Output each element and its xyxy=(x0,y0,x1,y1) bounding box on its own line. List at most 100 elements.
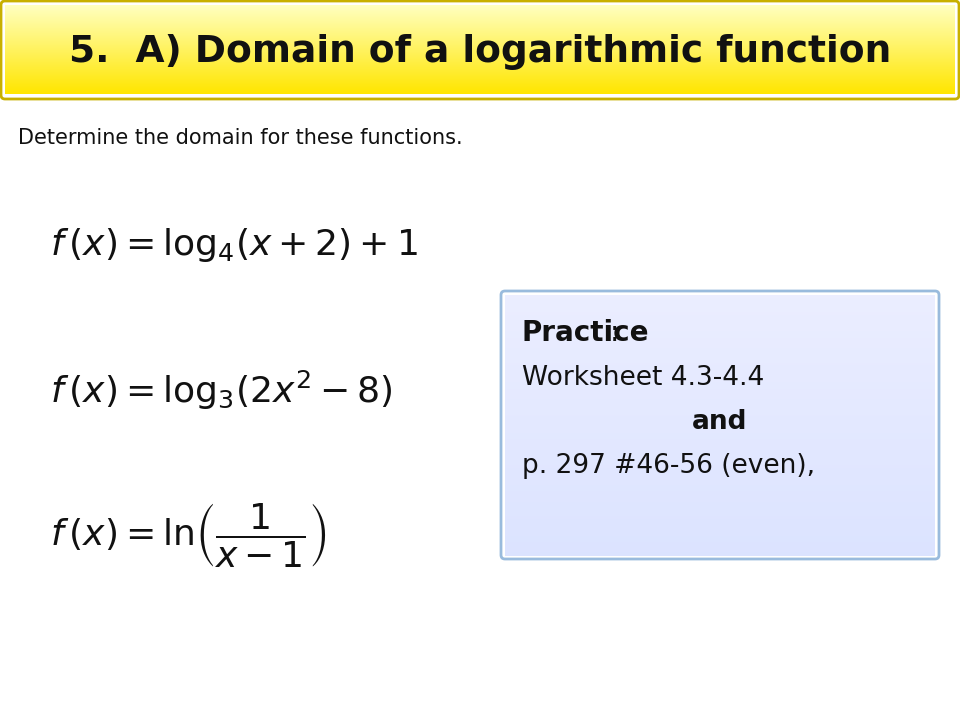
Bar xyxy=(505,333,935,335)
Bar xyxy=(5,67,955,68)
Bar xyxy=(505,361,935,363)
Bar xyxy=(5,42,955,43)
Bar xyxy=(505,459,935,461)
Bar xyxy=(5,19,955,20)
Bar xyxy=(5,71,955,73)
Bar xyxy=(505,364,935,366)
Bar xyxy=(5,82,955,83)
Bar xyxy=(5,24,955,25)
Bar xyxy=(5,70,955,71)
Bar xyxy=(505,313,935,315)
Bar xyxy=(505,374,935,376)
Bar xyxy=(5,49,955,50)
Bar xyxy=(505,397,935,398)
Bar xyxy=(505,552,935,554)
Bar xyxy=(5,7,955,8)
Bar xyxy=(505,437,935,438)
Bar xyxy=(5,64,955,65)
Bar xyxy=(505,308,935,310)
Bar xyxy=(505,331,935,333)
Bar xyxy=(5,14,955,15)
Bar xyxy=(505,415,935,416)
Bar xyxy=(5,21,955,22)
Bar xyxy=(5,41,955,42)
Bar xyxy=(505,341,935,342)
Bar xyxy=(5,58,955,60)
Text: Determine the domain for these functions.: Determine the domain for these functions… xyxy=(18,128,463,148)
Bar xyxy=(5,15,955,16)
Bar xyxy=(5,42,955,43)
Bar xyxy=(5,29,955,30)
Bar xyxy=(505,476,935,477)
Bar xyxy=(5,16,955,17)
Bar xyxy=(5,56,955,57)
Bar xyxy=(5,90,955,91)
Bar xyxy=(5,14,955,15)
Text: $\mathit{f}\,(x) = \log_{4}\!\left(x + 2\right)+1$: $\mathit{f}\,(x) = \log_{4}\!\left(x + 2… xyxy=(50,226,418,264)
Bar xyxy=(5,75,955,76)
Bar xyxy=(505,550,935,552)
Bar xyxy=(5,30,955,31)
Bar xyxy=(5,34,955,35)
Bar xyxy=(5,9,955,10)
Bar xyxy=(5,79,955,81)
Bar xyxy=(505,307,935,308)
Bar xyxy=(505,395,935,397)
Bar xyxy=(505,320,935,322)
Bar xyxy=(5,32,955,33)
Bar xyxy=(505,462,935,463)
Bar xyxy=(505,417,935,419)
Bar xyxy=(5,67,955,68)
Bar xyxy=(505,354,935,355)
Bar xyxy=(505,386,935,388)
Bar xyxy=(505,544,935,545)
Bar xyxy=(5,38,955,39)
Bar xyxy=(505,518,935,521)
Bar xyxy=(505,355,935,356)
Bar xyxy=(505,351,935,353)
Bar xyxy=(505,500,935,503)
Bar xyxy=(5,16,955,17)
Bar xyxy=(505,310,935,312)
Bar xyxy=(505,551,935,553)
Bar xyxy=(505,434,935,436)
Bar xyxy=(505,391,935,393)
Bar xyxy=(505,365,935,367)
Bar xyxy=(5,31,955,32)
Bar xyxy=(505,431,935,432)
Bar xyxy=(505,512,935,514)
Bar xyxy=(505,470,935,472)
Bar xyxy=(5,29,955,30)
Bar xyxy=(5,80,955,81)
Bar xyxy=(5,17,955,19)
Bar xyxy=(5,37,955,38)
Bar xyxy=(505,370,935,372)
Bar xyxy=(5,25,955,26)
Bar xyxy=(5,48,955,49)
Bar xyxy=(5,63,955,65)
Bar xyxy=(505,542,935,544)
Text: 5.  A) Domain of a logarithmic function: 5. A) Domain of a logarithmic function xyxy=(69,34,891,70)
Bar xyxy=(505,439,935,441)
Bar xyxy=(505,485,935,487)
Bar xyxy=(505,339,935,341)
Bar xyxy=(5,72,955,73)
Bar xyxy=(505,400,935,402)
Bar xyxy=(5,54,955,55)
Text: Worksheet 4.3-4.4: Worksheet 4.3-4.4 xyxy=(522,365,764,391)
Bar xyxy=(505,323,935,325)
Bar xyxy=(505,336,935,337)
Bar xyxy=(5,66,955,67)
Bar xyxy=(5,71,955,72)
Bar xyxy=(505,321,935,323)
Bar xyxy=(5,22,955,23)
Bar xyxy=(505,368,935,369)
Bar xyxy=(505,359,935,361)
Bar xyxy=(5,13,955,14)
Bar xyxy=(5,59,955,60)
Bar xyxy=(5,53,955,54)
Bar xyxy=(5,54,955,55)
Bar xyxy=(5,59,955,60)
Bar xyxy=(5,32,955,33)
Bar xyxy=(5,21,955,22)
